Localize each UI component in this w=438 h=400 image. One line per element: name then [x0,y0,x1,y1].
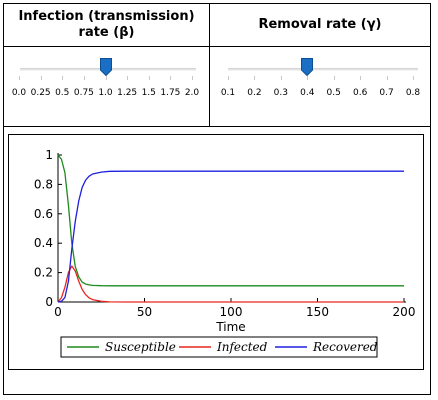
x-tick-label: 100 [220,305,243,319]
slider-tick-label: 1.75 [160,88,181,98]
slider-tick-label: 0.4 [300,88,315,98]
slider-tick [41,76,42,80]
slider-tick-label: 1.25 [117,88,138,98]
chart-legend [60,336,378,358]
slider-tick-label: 0.7 [379,88,394,98]
slider-tick-label: 0.8 [405,88,421,98]
slider-tick [192,76,193,80]
slider-tick [106,76,107,80]
slider-tick [170,76,171,80]
gamma-slider[interactable]: 0.1 0.2 0.3 0.4 0.5 0.6 0.7 0.8 [210,48,430,126]
slider-tick-label: 0.6 [352,88,368,98]
sir-line-chart: 0 0.2 0.4 0.6 0.8 1 0 50 100 150 200 Time Susceptibl… [34,148,416,358]
slider-tick-label: 1.5 [141,88,156,98]
controls-row: Infection (transmission) rate (β) 0.0 0.2… [4,4,430,127]
x-axis-label: Time [215,320,245,334]
slider-tick-label: 1.0 [98,88,113,98]
y-tick-label: 0 [45,295,53,309]
gamma-panel: Removal rate (γ) 0.1 0.2 0.3 0.4 0.5 0.6 0.7 0.… [210,4,430,126]
series-line-recovered [57,170,404,303]
y-tick-label: 1 [45,148,53,162]
x-tick-label: 200 [393,305,416,319]
y-tick-label: 0.4 [34,236,53,250]
beta-panel: Infection (transmission) rate (β) 0.0 0.2… [4,4,210,126]
slider-tick [228,76,229,80]
x-tick-label: 50 [137,305,152,319]
plot-panel: 0 0.2 0.4 0.6 0.8 1 0 50 100 150 200 Time Susceptibl… [8,134,424,370]
y-tick-label: 0.8 [34,177,53,191]
beta-slider[interactable]: 0.0 0.25 0.5 0.75 1.0 1.25 1.5 1.75 2.0 [4,48,209,126]
slider-tick-label: 0.1 [220,88,236,98]
series-line-susceptible [57,154,404,287]
slider-tick [413,76,414,80]
slider-track[interactable] [228,68,418,71]
x-tick-label: 0 [54,305,62,319]
slider-thumb[interactable] [99,58,112,76]
slider-tick [149,76,150,80]
slider-tick-label: 0.25 [30,88,51,98]
y-tick-label: 0.2 [34,266,53,280]
beta-slider-title: Infection (transmission) rate (β) [4,4,209,47]
slider-tick-label: 0.2 [247,88,262,98]
slider-tick [127,76,128,80]
slider-tick [387,76,388,80]
legend-label-susceptible: Susceptible [105,340,176,354]
slider-tick-label: 2.0 [184,88,200,98]
slider-thumb[interactable] [301,58,314,76]
slider-tick-label: 0.0 [11,88,27,98]
slider-tick-label: 0.5 [55,88,70,98]
gamma-slider-title: Removal rate (γ) [210,4,430,47]
legend-label-recovered: Recovered [312,340,378,354]
slider-tick [19,76,20,80]
slider-tick-label: 0.3 [273,88,289,98]
x-tick-label: 150 [306,305,329,319]
slider-tick [334,76,335,80]
slider-tick [360,76,361,80]
slider-tick-label: 0.75 [73,88,94,98]
slider-tick [254,76,255,80]
slider-tick [62,76,63,80]
slider-tick [84,76,85,80]
slider-tick [307,76,308,80]
slider-tick-label: 0.5 [326,88,341,98]
series-line-infected [57,265,404,303]
sir-model-widget: Infection (transmission) rate (β) 0.0 0.2… [3,3,431,395]
legend-label-infected: Infected [216,340,268,354]
y-tick-label: 0.6 [34,207,53,221]
slider-tick [281,76,282,80]
